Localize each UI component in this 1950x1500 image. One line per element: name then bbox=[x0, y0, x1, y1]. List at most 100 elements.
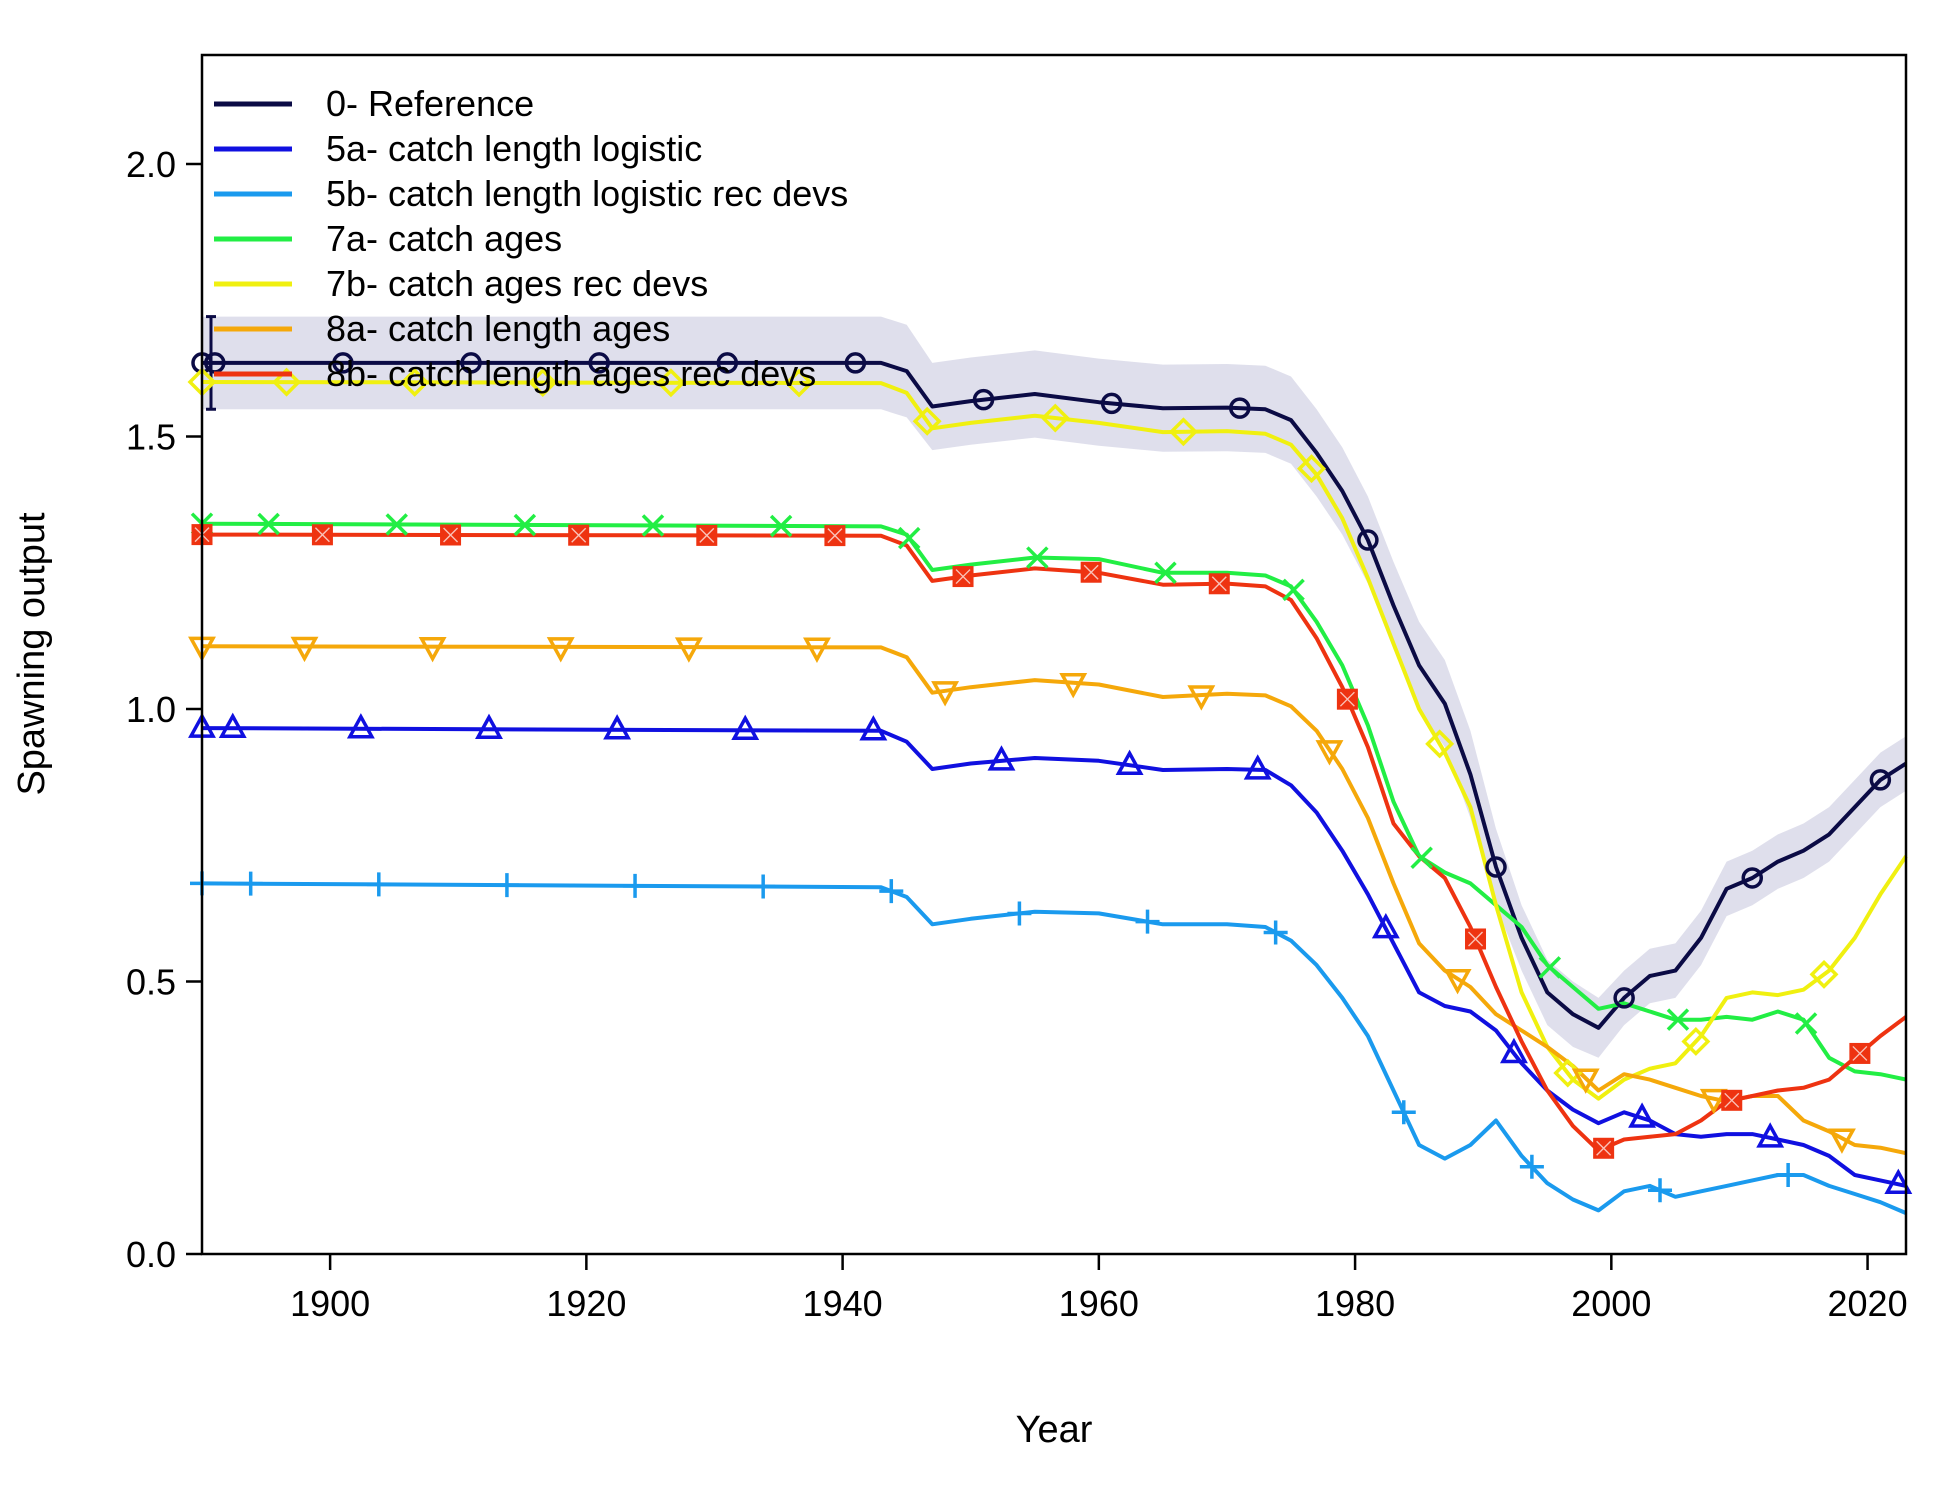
marker-7a-catch-ages bbox=[1154, 561, 1177, 584]
series-line-5a-catch-length-logistic bbox=[201, 726, 1907, 1188]
marker-7b-catch-ages-rec-devs bbox=[1168, 417, 1198, 447]
marker-5b-catch-length-logistic-rec-devs bbox=[1776, 1162, 1801, 1187]
marker-8b-catch-length-ages-rec-devs bbox=[1849, 1042, 1871, 1064]
marker-7b-catch-ages-rec-devs bbox=[400, 367, 430, 397]
marker-0-reference bbox=[1357, 529, 1379, 551]
legend-label: 8a- catch length ages bbox=[326, 308, 670, 349]
marker-0-reference bbox=[1485, 856, 1507, 878]
marker-5a-catch-length-logistic bbox=[1371, 913, 1400, 939]
marker-7b-catch-ages-rec-devs bbox=[1425, 729, 1455, 759]
marker-7a-catch-ages bbox=[897, 526, 921, 550]
marker-5b-catch-length-logistic-rec-devs bbox=[1391, 1100, 1416, 1125]
marker-5b-catch-length-logistic-rec-devs bbox=[366, 872, 391, 897]
marker-5a-catch-length-logistic bbox=[1756, 1122, 1785, 1148]
marker-5b-catch-length-logistic-rec-devs bbox=[751, 874, 776, 899]
series-lines bbox=[201, 360, 1908, 1215]
marker-8b-catch-length-ages-rec-devs bbox=[440, 524, 462, 546]
marker-8a-catch-length-ages bbox=[1571, 1068, 1600, 1094]
series-line-7a-catch-ages bbox=[201, 521, 1907, 1082]
legend-label: 5b- catch length logistic rec devs bbox=[326, 173, 848, 214]
marker-8b-catch-length-ages-rec-devs bbox=[568, 524, 590, 546]
legend-label: 7b- catch ages rec devs bbox=[326, 263, 708, 304]
marker-5a-catch-length-logistic bbox=[218, 712, 247, 738]
legend-item-7b-catch-ages-rec-devs: 7b- catch ages rec devs bbox=[214, 263, 708, 304]
marker-0-reference bbox=[716, 352, 739, 374]
legend-item-8b-catch-length-ages-rec-devs: 8b- catch length ages rec devs bbox=[214, 353, 816, 394]
marker-7a-catch-ages bbox=[641, 514, 665, 537]
marker-0-reference bbox=[1741, 867, 1764, 889]
marker-5b-catch-length-logistic-rec-devs bbox=[1135, 909, 1160, 934]
marker-8b-catch-length-ages-rec-devs bbox=[1465, 928, 1487, 950]
marker-8a-catch-length-ages bbox=[1315, 740, 1344, 766]
marker-0-reference bbox=[1229, 397, 1251, 419]
legend-label: 5a- catch length logistic bbox=[326, 128, 702, 169]
y-tick-label: 1.5 bbox=[126, 417, 176, 458]
marker-7b-catch-ages-rec-devs bbox=[1297, 454, 1326, 484]
ci-band-0-reference bbox=[202, 316, 1906, 1058]
marker-5a-catch-length-logistic bbox=[1243, 754, 1272, 780]
marker-7b-catch-ages-rec-devs bbox=[1040, 403, 1070, 433]
series-line-8b-catch-length-ages-rec-devs bbox=[201, 532, 1908, 1153]
marker-8a-catch-length-ages bbox=[1699, 1088, 1728, 1115]
x-tick-label: 1980 bbox=[1315, 1283, 1395, 1324]
y-tick-label: 0.5 bbox=[126, 962, 176, 1003]
marker-0-reference bbox=[588, 352, 610, 374]
marker-5b-catch-length-logistic-rec-devs bbox=[1263, 920, 1288, 945]
legend-item-7a-catch-ages: 7a- catch ages bbox=[214, 218, 562, 259]
legend-item-5b-catch-length-logistic-rec-devs: 5b- catch length logistic rec devs bbox=[214, 173, 848, 214]
legend-item-5a-catch-length-logistic: 5a- catch length logistic bbox=[214, 128, 702, 169]
marker-8b-catch-length-ages-rec-devs bbox=[1721, 1089, 1743, 1111]
marker-5a-catch-length-logistic bbox=[1115, 749, 1144, 775]
marker-7a-catch-ages bbox=[1282, 578, 1305, 602]
marker-5b-catch-length-logistic-rec-devs bbox=[1648, 1178, 1673, 1203]
marker-5a-catch-length-logistic bbox=[1884, 1168, 1913, 1194]
marker-8a-catch-length-ages bbox=[546, 637, 575, 663]
marker-5a-catch-length-logistic bbox=[987, 745, 1016, 771]
marker-8a-catch-length-ages bbox=[1187, 685, 1216, 711]
marker-8a-catch-length-ages bbox=[803, 637, 831, 663]
marker-5b-catch-length-logistic-rec-devs bbox=[1007, 901, 1032, 926]
x-tick-label: 1920 bbox=[546, 1283, 626, 1324]
x-tick-label: 2000 bbox=[1571, 1283, 1651, 1324]
marker-7a-catch-ages bbox=[513, 513, 537, 537]
marker-0-reference bbox=[844, 352, 867, 374]
marker-8a-catch-length-ages bbox=[1443, 969, 1472, 995]
marker-5a-catch-length-logistic bbox=[475, 713, 503, 739]
marker-8a-catch-length-ages bbox=[290, 636, 319, 663]
marker-7a-catch-ages bbox=[257, 512, 280, 536]
marker-0-reference bbox=[460, 352, 482, 374]
marker-7b-catch-ages-rec-devs bbox=[784, 368, 814, 398]
marker-0-reference bbox=[1869, 769, 1892, 791]
marker-8b-catch-length-ages-rec-devs bbox=[824, 525, 846, 547]
marker-7b-catch-ages-rec-devs bbox=[912, 406, 942, 436]
marker-7a-catch-ages bbox=[385, 513, 408, 536]
marker-5a-catch-length-logistic bbox=[603, 714, 632, 740]
series-line-7b-catch-ages-rec-devs bbox=[201, 380, 1908, 1101]
marker-5b-catch-length-logistic-rec-devs bbox=[494, 873, 519, 898]
axes: 1900 1920 1940 1960 1980 2000 2020 0.0 0.5 1.0 1.5… bbox=[126, 144, 1908, 1324]
x-tick-label: 1940 bbox=[803, 1283, 883, 1324]
marker-7b-catch-ages-rec-devs bbox=[1809, 959, 1839, 989]
marker-8a-catch-length-ages bbox=[1059, 672, 1088, 699]
series-line-5b-catch-length-logistic-rec-devs bbox=[201, 881, 1907, 1215]
marker-7a-catch-ages bbox=[769, 514, 793, 538]
marker-8b-catch-length-ages-rec-devs bbox=[1336, 688, 1358, 710]
marker-5a-catch-length-logistic bbox=[731, 714, 760, 741]
marker-7a-catch-ages bbox=[1026, 546, 1049, 569]
marker-7a-catch-ages bbox=[1794, 1012, 1818, 1035]
marker-8a-catch-length-ages bbox=[931, 681, 960, 707]
marker-5b-catch-length-logistic-rec-devs bbox=[879, 879, 904, 904]
marker-5b-catch-length-logistic-rec-devs bbox=[623, 873, 648, 898]
y-axis-label: Spawning output bbox=[11, 512, 53, 796]
series-line-8a-catch-length-ages bbox=[201, 644, 1907, 1156]
legend-label: 7a- catch ages bbox=[326, 218, 562, 259]
marker-8a-catch-length-ages bbox=[418, 636, 447, 663]
marker-7b-catch-ages-rec-devs bbox=[528, 368, 558, 398]
marker-0-reference bbox=[1100, 392, 1123, 415]
plot-frame bbox=[200, 53, 1908, 1256]
marker-5a-catch-length-logistic bbox=[346, 713, 375, 739]
legend-item-8a-catch-length-ages: 8a- catch length ages bbox=[214, 308, 670, 349]
marker-8b-catch-length-ages-rec-devs bbox=[1208, 573, 1230, 595]
marker-5a-catch-length-logistic bbox=[1628, 1102, 1657, 1128]
